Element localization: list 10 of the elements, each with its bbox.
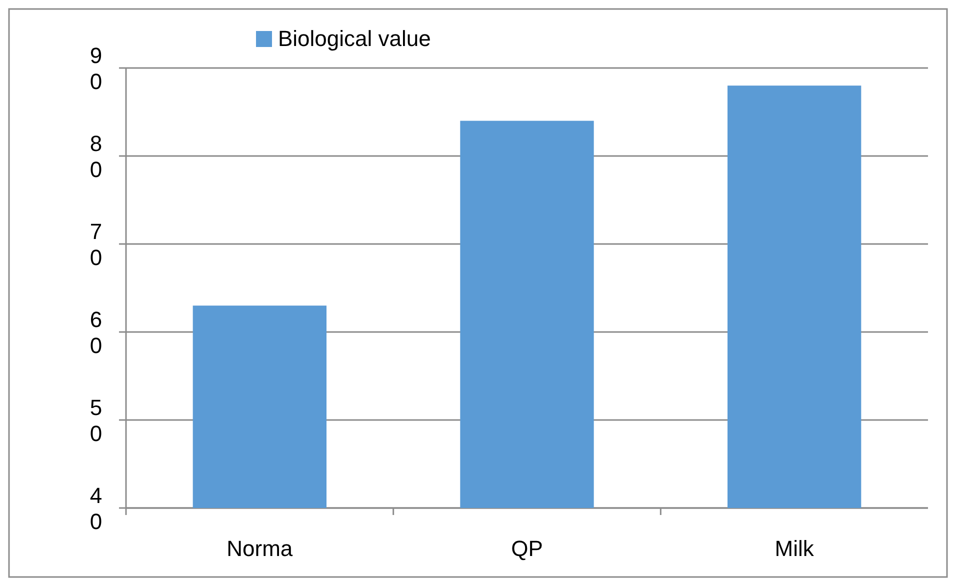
x-tick-label: Norma: [226, 536, 294, 561]
legend-label: Biological value: [278, 26, 431, 51]
y-tick-label: 7 0: [90, 219, 102, 270]
x-tick-label: QP: [511, 536, 543, 561]
x-tick-label: Milk: [774, 536, 815, 561]
y-tick-label: 5 0: [90, 395, 102, 446]
y-tick-label: 8 0: [90, 131, 102, 182]
y-tick-label: 4 0: [90, 483, 102, 534]
y-tick-label: 6 0: [90, 307, 102, 358]
y-tick-label: 9 0: [90, 43, 102, 94]
